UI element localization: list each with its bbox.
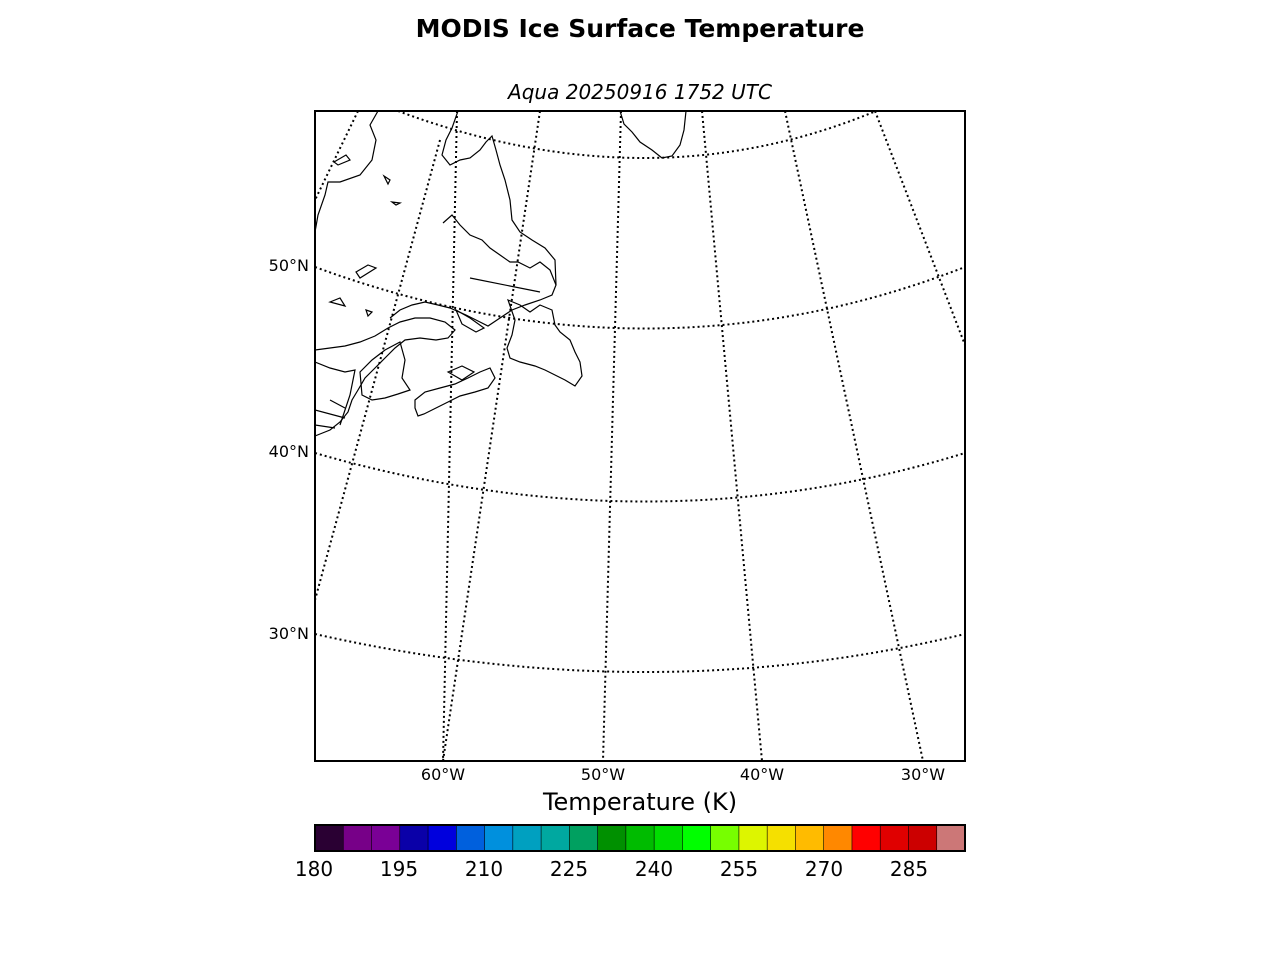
colorbar-segment <box>315 825 344 851</box>
colorbar-segment <box>851 825 881 851</box>
lon-label-60w: 60°W <box>420 765 466 784</box>
parallel-60n <box>397 111 877 159</box>
colorbar-label: Temperature (K) <box>542 788 738 816</box>
labrador-peninsula <box>441 111 557 286</box>
colorbar-segment <box>484 825 514 851</box>
colorbar-segment <box>512 825 542 851</box>
colorbar-tick: 180 <box>294 857 334 881</box>
meridian-65w <box>315 139 441 601</box>
colorbar-segment <box>908 825 938 851</box>
colorbar-segment <box>371 825 401 851</box>
map-subtitle: Aqua 20250916 1752 UTC <box>508 80 772 104</box>
meridians <box>315 111 965 761</box>
newfoundland-island <box>506 298 583 387</box>
colorbar <box>315 825 966 851</box>
colorbar-segment <box>625 825 655 851</box>
hudson-small-islands <box>328 154 403 318</box>
quebec-north-shore <box>389 214 557 327</box>
colorbar-segment <box>654 825 683 851</box>
lat-label-40n: 40°N <box>268 442 309 461</box>
meridian-50w <box>442 111 541 761</box>
colorbar-tick: 285 <box>889 857 929 881</box>
meridian-40w <box>701 111 763 761</box>
colorbar-frame <box>314 824 966 852</box>
colorbar-segment <box>795 825 825 851</box>
colorbar-tick: 195 <box>379 857 419 881</box>
meridian-35w <box>784 111 924 761</box>
anticosti-island <box>454 308 486 333</box>
meridian-30w <box>874 111 965 346</box>
colorbar-segment <box>738 825 768 851</box>
colorbar-segment <box>880 825 910 851</box>
parallel-50n <box>315 266 965 330</box>
colorbar-tick: 210 <box>464 857 504 881</box>
meridian-45w <box>602 111 622 761</box>
lon-label-50w: 50°W <box>580 765 626 784</box>
nova-scotia <box>414 367 496 417</box>
colorbar-tick: 225 <box>549 857 589 881</box>
labrador-coast <box>315 111 379 233</box>
labrador-boundary <box>469 277 541 293</box>
pei-island <box>446 365 476 381</box>
new-brunswick <box>359 341 411 401</box>
map-title: MODIS Ice Surface Temperature <box>415 14 865 43</box>
colorbar-segment <box>456 825 486 851</box>
meridian-70w <box>315 111 359 201</box>
meridian-60w <box>442 111 458 761</box>
colorbar-segment <box>823 825 853 851</box>
parallel-40n <box>315 452 965 503</box>
us-maine-border <box>315 361 356 426</box>
lon-label-30w: 30°W <box>900 765 946 784</box>
colorbar-tick: 255 <box>719 857 759 881</box>
colorbar-segment <box>569 825 599 851</box>
colorbar-segment <box>541 825 570 851</box>
colorbar-segment <box>710 825 740 851</box>
coastlines <box>315 111 687 437</box>
gulf-st-lawrence-coast <box>315 317 456 437</box>
map-area <box>315 111 965 761</box>
parallels <box>315 111 965 673</box>
colorbar-segment <box>399 825 429 851</box>
map-frame <box>314 110 966 762</box>
colorbar-segment <box>343 825 373 851</box>
colorbar-segment <box>682 825 712 851</box>
colorbar-segment <box>767 825 797 851</box>
colorbar-segment <box>428 825 457 851</box>
parallel-30n <box>315 633 965 673</box>
lat-label-30n: 30°N <box>268 624 309 643</box>
greenland-tip <box>619 111 687 159</box>
colorbar-tick: 240 <box>634 857 674 881</box>
colorbar-segment <box>936 825 966 851</box>
colorbar-segment <box>597 825 627 851</box>
lon-label-40w: 40°W <box>739 765 785 784</box>
us-state-lines <box>315 399 346 429</box>
lat-label-50n: 50°N <box>268 256 309 275</box>
colorbar-tick: 270 <box>804 857 844 881</box>
